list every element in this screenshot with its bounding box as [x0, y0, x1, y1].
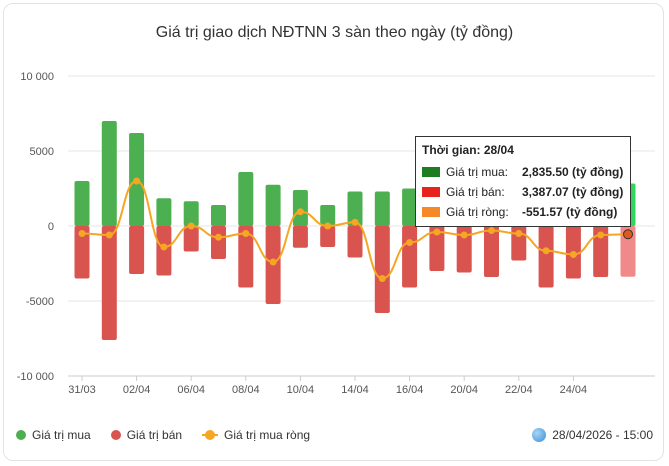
bar-sell [211, 226, 226, 259]
bar-sell [156, 226, 172, 276]
net-point [515, 230, 523, 237]
tooltip-swatch-sell [422, 187, 440, 197]
legend-item-sell[interactable]: Giá trị bán [110, 428, 183, 442]
net-point [133, 177, 141, 185]
net-point [569, 251, 577, 258]
bar-sell [620, 226, 636, 277]
net-point [215, 233, 222, 241]
bar-buy [211, 205, 226, 226]
bar-sell [74, 226, 90, 279]
net-point [242, 230, 250, 237]
net-point [105, 231, 113, 239]
timestamp-text: 28/04/2026 - 15:00 [552, 428, 653, 442]
bar-buy [292, 190, 308, 226]
bar-sell [292, 226, 308, 248]
bar-buy [320, 205, 336, 226]
bar-buy [156, 198, 172, 226]
bar-buy [402, 188, 418, 226]
y-tick-label: 10 000 [20, 71, 54, 83]
y-tick-label: -10 000 [17, 371, 54, 383]
tooltip-value-sell: 3,387.07 (tỷ đồng) [522, 185, 624, 199]
net-point [433, 228, 441, 236]
tooltip-label-sell: Giá trị bán: [446, 185, 505, 199]
bar-sell [320, 226, 336, 247]
legend-item-net[interactable]: Giá trị mua ròng [202, 428, 310, 442]
bar-sell [456, 226, 472, 273]
tooltip-label-buy: Giá trị mua: [446, 165, 509, 179]
bar-buy [374, 191, 390, 226]
bar-buy [265, 184, 281, 226]
net-point [187, 222, 195, 230]
tooltip-swatch-buy [422, 167, 440, 177]
tooltip-row-sell: Giá trị bán: 3,387.07 (tỷ đồng) [422, 182, 624, 202]
x-tick-label: 31/03 [68, 384, 96, 396]
net-point [324, 222, 332, 230]
legend-label-buy: Giá trị mua [32, 428, 91, 442]
bar-sell [429, 226, 445, 271]
x-tick-label: 22/04 [505, 384, 533, 396]
y-tick-label: 5000 [30, 146, 54, 158]
net-point [378, 275, 386, 282]
net-point [78, 230, 86, 237]
y-tick-label: 0 [48, 221, 54, 233]
bar-sell [538, 226, 554, 288]
net-point [296, 208, 304, 216]
bar-buy [183, 201, 199, 226]
y-tick-label: -5000 [26, 296, 54, 308]
bar-buy [74, 181, 90, 226]
net-point [351, 218, 359, 226]
bar-sell [484, 226, 499, 277]
bar-buy [347, 191, 363, 226]
net-point [597, 231, 605, 239]
legend-label-sell: Giá trị bán [126, 428, 183, 442]
chart-tooltip: Thời gian: 28/04 Giá trị mua: 2,835.50 (… [415, 136, 631, 227]
tooltip-swatch-net [422, 207, 440, 217]
buy-swatch [16, 430, 26, 440]
bar-sell [101, 226, 117, 340]
x-tick-label: 14/04 [341, 384, 369, 396]
x-tick-label: 08/04 [232, 384, 260, 396]
tooltip-value-net: -551.57 (tỷ đồng) [522, 205, 618, 219]
bar-sell [347, 226, 363, 258]
x-tick-label: 20/04 [450, 384, 478, 396]
x-tick-label: 24/04 [560, 384, 588, 396]
update-timestamp: 28/04/2026 - 15:00 [532, 428, 653, 442]
tooltip-label-net: Giá trị ròng: [446, 205, 509, 219]
net-swatch [202, 430, 219, 440]
legend: Giá trị mua Giá trị bán Giá trị mua ròng [16, 428, 310, 442]
x-tick-label: 06/04 [177, 384, 205, 396]
bar-buy [101, 121, 117, 226]
net-point [406, 239, 414, 246]
tooltip-row-buy: Giá trị mua: 2,835.50 (tỷ đồng) [422, 162, 624, 182]
net-point [269, 258, 277, 266]
bar-sell [374, 226, 390, 313]
sell-swatch [110, 430, 121, 440]
x-tick-label: 02/04 [123, 384, 151, 396]
bar-buy [238, 172, 254, 226]
tooltip-title: Thời gian: 28/04 [422, 143, 514, 157]
net-point [542, 247, 550, 255]
bar-sell [129, 226, 145, 274]
net-point [460, 231, 468, 239]
bar-sell [183, 226, 199, 252]
tooltip-value-buy: 2,835.50 (tỷ đồng) [522, 165, 624, 179]
x-tick-label: 16/04 [396, 384, 424, 396]
chart-title: Giá trị giao dịch NĐTNN 3 sàn theo ngày … [155, 24, 514, 41]
x-tick-label: 10/04 [287, 384, 315, 396]
net-point [160, 243, 168, 251]
bar-sell [593, 226, 609, 277]
tooltip-row-net: Giá trị ròng: -551.57 (tỷ đồng) [422, 202, 624, 222]
bar-sell [238, 226, 254, 288]
globe-icon [532, 428, 547, 442]
bar-sell [402, 226, 418, 288]
legend-label-net: Giá trị mua ròng [224, 428, 311, 442]
net-point [488, 227, 495, 234]
net-point [623, 229, 633, 240]
legend-item-buy[interactable]: Giá trị mua [16, 428, 91, 442]
